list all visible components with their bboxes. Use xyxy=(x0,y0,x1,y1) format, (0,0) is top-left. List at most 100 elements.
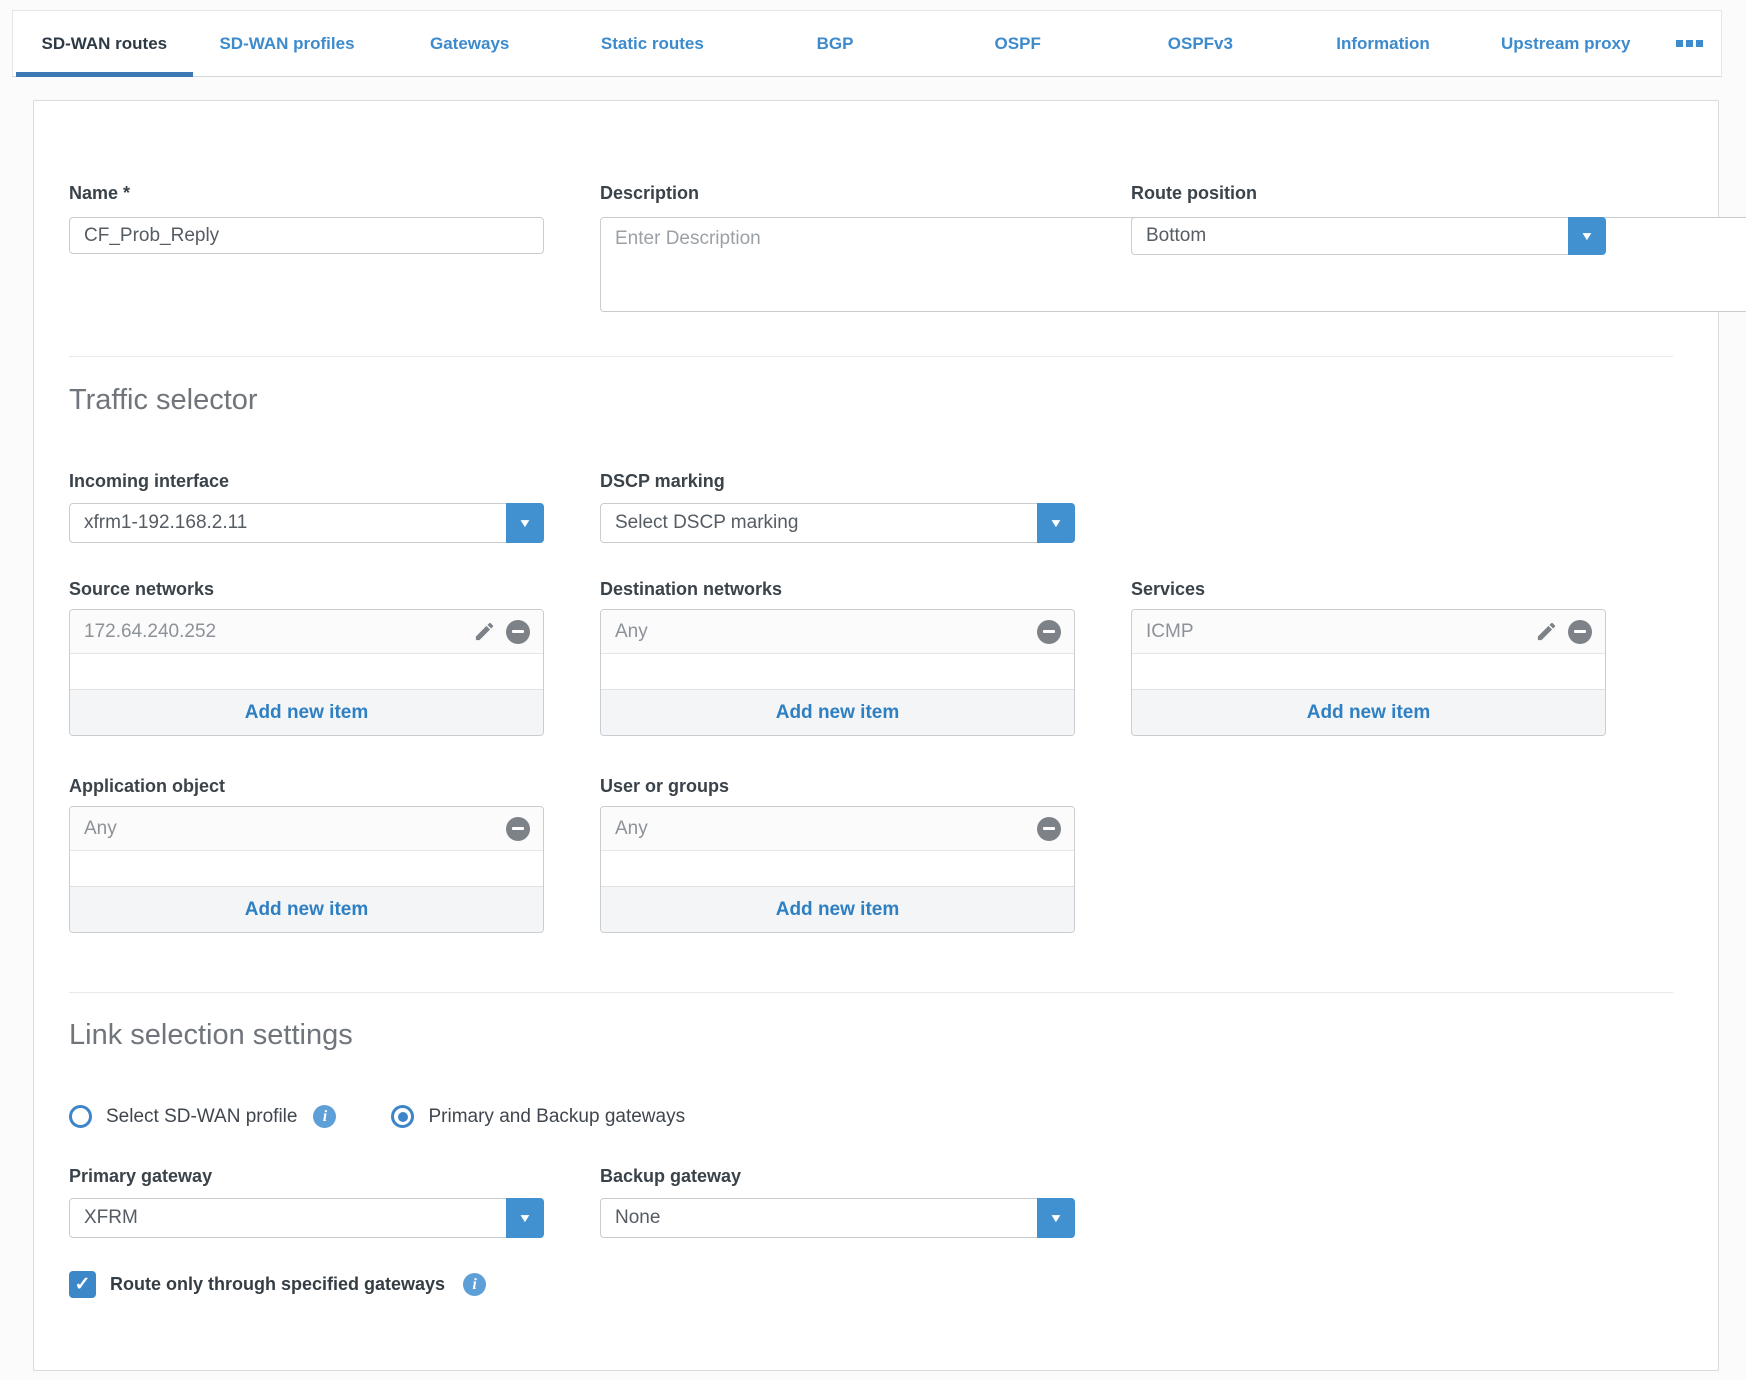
list-item-text: 172.64.240.252 xyxy=(84,620,217,642)
user-or-groups-listbox: Any Add new item xyxy=(600,806,1075,933)
check-icon: ✓ xyxy=(74,1274,91,1295)
list-item: Any xyxy=(601,610,1074,654)
tab-ospfv3[interactable]: OSPFv3 xyxy=(1109,11,1292,76)
route-only-checkbox-row: ✓ Route only through specified gateways … xyxy=(69,1271,487,1298)
tab-label: SD-WAN profiles xyxy=(219,33,355,53)
remove-item-icon[interactable] xyxy=(506,619,530,644)
info-icon[interactable]: i xyxy=(463,1273,487,1296)
route-position-label: Route position xyxy=(1131,183,1257,203)
more-tabs-button[interactable] xyxy=(1657,11,1721,76)
tab-label: Upstream proxy xyxy=(1500,33,1631,53)
checkbox-label: Route only through specified gateways xyxy=(110,1274,446,1294)
ellipsis-icon xyxy=(1685,40,1693,47)
source-networks-label: Source networks xyxy=(69,579,215,599)
list-item: ICMP xyxy=(1132,610,1605,654)
list-empty-area xyxy=(70,654,543,689)
dscp-marking-value: Select DSCP marking xyxy=(615,512,799,533)
tab-sdwan-profiles[interactable]: SD-WAN profiles xyxy=(196,11,379,76)
route-position-value: Bottom xyxy=(1146,225,1207,246)
tab-label: Gateways xyxy=(429,33,510,53)
radio-label: Select SD-WAN profile xyxy=(106,1105,298,1127)
list-item: Any xyxy=(70,807,543,851)
edit-pencil-icon[interactable] xyxy=(473,620,496,643)
dropdown-button[interactable]: ▼ xyxy=(1037,1198,1075,1238)
application-object-listbox: Any Add new item xyxy=(69,806,544,933)
tab-upstream-proxy[interactable]: Upstream proxy xyxy=(1474,11,1657,76)
primary-gateway-dropdown[interactable]: XFRM ▼ xyxy=(69,1198,544,1238)
info-icon[interactable]: i xyxy=(313,1105,337,1128)
link-selection-heading: Link selection settings xyxy=(69,1019,353,1051)
tab-gateways[interactable]: Gateways xyxy=(378,11,561,76)
route-only-checkbox[interactable]: ✓ xyxy=(69,1271,96,1298)
radio-primary-backup-gateways[interactable] xyxy=(391,1105,415,1128)
list-empty-area xyxy=(601,654,1074,689)
section-divider xyxy=(69,356,1673,357)
source-networks-add-button[interactable]: Add new item xyxy=(70,689,543,735)
user-or-groups-add-button[interactable]: Add new item xyxy=(601,886,1074,932)
list-item: 172.64.240.252 xyxy=(70,610,543,654)
edit-pencil-icon[interactable] xyxy=(1535,620,1558,643)
tab-label: Static routes xyxy=(600,33,704,53)
tab-static-routes[interactable]: Static routes xyxy=(561,11,744,76)
remove-item-icon[interactable] xyxy=(1568,619,1592,644)
tab-label: SD-WAN routes xyxy=(41,33,168,53)
radio-label: Primary and Backup gateways xyxy=(428,1105,686,1127)
tab-label: OSPF xyxy=(994,33,1041,53)
backup-gateway-label: Backup gateway xyxy=(600,1166,742,1186)
remove-item-icon[interactable] xyxy=(506,816,530,841)
list-item-text: ICMP xyxy=(1146,620,1194,642)
dropdown-button[interactable]: ▼ xyxy=(1037,503,1075,543)
dscp-marking-label: DSCP marking xyxy=(600,471,725,491)
chevron-down-icon: ▼ xyxy=(517,1211,533,1225)
services-label: Services xyxy=(1131,579,1206,599)
primary-gateway-label: Primary gateway xyxy=(69,1166,213,1186)
destination-networks-label: Destination networks xyxy=(600,579,783,599)
tab-bar: SD-WAN routes SD-WAN profiles Gateways S… xyxy=(12,10,1722,77)
list-empty-area xyxy=(1132,654,1605,689)
list-empty-area xyxy=(601,851,1074,886)
user-or-groups-label: User or groups xyxy=(600,776,730,796)
active-tab-underline xyxy=(16,72,193,77)
list-item: Any xyxy=(601,807,1074,851)
dropdown-button[interactable]: ▼ xyxy=(506,503,544,543)
radio-select-sdwan-profile[interactable] xyxy=(69,1105,92,1128)
tab-bgp[interactable]: BGP xyxy=(744,11,927,76)
list-item-text: Any xyxy=(84,817,117,839)
description-label: Description xyxy=(600,183,700,203)
dscp-marking-dropdown[interactable]: Select DSCP marking ▼ xyxy=(600,503,1075,543)
services-add-button[interactable]: Add new item xyxy=(1132,689,1605,735)
tab-ospf[interactable]: OSPF xyxy=(926,11,1109,76)
dropdown-button[interactable]: ▼ xyxy=(1568,217,1606,255)
ellipsis-icon xyxy=(1675,40,1683,47)
application-object-add-button[interactable]: Add new item xyxy=(70,886,543,932)
services-listbox: ICMP Add new item xyxy=(1131,609,1606,736)
incoming-interface-dropdown[interactable]: xfrm1-192.168.2.11 ▼ xyxy=(69,503,544,543)
application-object-label: Application object xyxy=(69,776,226,796)
list-empty-area xyxy=(70,851,543,886)
backup-gateway-dropdown[interactable]: None ▼ xyxy=(600,1198,1075,1238)
tab-label: OSPFv3 xyxy=(1167,33,1233,53)
route-position-dropdown[interactable]: Bottom ▼ xyxy=(1131,217,1606,255)
remove-item-icon[interactable] xyxy=(1037,619,1061,644)
chevron-down-icon: ▼ xyxy=(1048,516,1064,530)
remove-item-icon[interactable] xyxy=(1037,816,1061,841)
link-selection-radio-row: Select SD-WAN profile i Primary and Back… xyxy=(69,1105,685,1128)
tab-label: BGP xyxy=(816,33,854,53)
tab-information[interactable]: Information xyxy=(1292,11,1475,76)
ellipsis-icon xyxy=(1695,40,1703,47)
list-item-text: Any xyxy=(615,620,648,642)
tab-sdwan-routes[interactable]: SD-WAN routes xyxy=(13,11,196,77)
dropdown-button[interactable]: ▼ xyxy=(506,1198,544,1238)
section-divider xyxy=(69,992,1673,993)
list-item-text: Any xyxy=(615,817,648,839)
name-label: Name * xyxy=(69,183,131,203)
chevron-down-icon: ▼ xyxy=(1579,229,1595,243)
destination-networks-listbox: Any Add new item xyxy=(600,609,1075,736)
sdwan-route-form-panel: Name * Description Route position Bottom… xyxy=(33,100,1746,1371)
incoming-interface-value: xfrm1-192.168.2.11 xyxy=(84,512,248,533)
name-input[interactable] xyxy=(69,217,544,254)
destination-networks-add-button[interactable]: Add new item xyxy=(601,689,1074,735)
chevron-down-icon: ▼ xyxy=(517,516,533,530)
primary-gateway-value: XFRM xyxy=(84,1207,138,1228)
